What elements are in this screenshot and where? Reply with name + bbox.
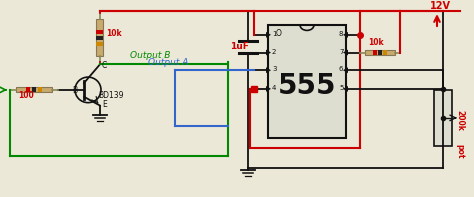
Text: 10k: 10k xyxy=(368,38,383,47)
Text: O: O xyxy=(276,29,282,38)
Text: 1: 1 xyxy=(272,31,276,37)
Bar xyxy=(26,87,30,92)
Text: Output A: Output A xyxy=(148,58,188,67)
Text: 6: 6 xyxy=(339,66,344,72)
Polygon shape xyxy=(266,50,271,56)
Text: C: C xyxy=(102,61,107,70)
Text: 4: 4 xyxy=(272,85,276,91)
Text: pot: pot xyxy=(455,144,464,158)
Text: 200k: 200k xyxy=(455,110,464,130)
Bar xyxy=(378,50,382,55)
Bar xyxy=(32,87,36,92)
Text: E: E xyxy=(102,100,107,109)
Text: 555: 555 xyxy=(278,72,336,100)
Polygon shape xyxy=(266,67,271,73)
Bar xyxy=(374,50,377,55)
Bar xyxy=(97,42,103,46)
Bar xyxy=(365,50,395,55)
Text: 2: 2 xyxy=(272,48,276,55)
Polygon shape xyxy=(343,86,348,92)
Polygon shape xyxy=(343,67,348,73)
Text: Output B: Output B xyxy=(130,51,170,60)
Text: B: B xyxy=(72,86,77,95)
Polygon shape xyxy=(266,32,271,38)
Text: 8: 8 xyxy=(339,31,344,37)
Text: 5: 5 xyxy=(339,85,343,91)
Text: 100: 100 xyxy=(18,91,34,100)
Bar xyxy=(383,50,387,55)
Bar xyxy=(97,36,103,40)
Text: 10k: 10k xyxy=(106,29,122,38)
Polygon shape xyxy=(343,50,348,56)
Text: 7: 7 xyxy=(339,48,344,55)
Bar xyxy=(97,30,103,34)
Bar xyxy=(38,87,42,92)
Text: 12V: 12V xyxy=(430,1,451,11)
Text: 1uF: 1uF xyxy=(230,42,249,51)
Text: 3: 3 xyxy=(272,66,276,72)
Text: BD139: BD139 xyxy=(98,91,124,100)
Polygon shape xyxy=(343,32,348,38)
Polygon shape xyxy=(266,86,271,92)
Bar xyxy=(268,25,346,138)
Bar xyxy=(16,87,52,92)
Bar xyxy=(97,19,103,57)
Bar xyxy=(434,90,452,146)
